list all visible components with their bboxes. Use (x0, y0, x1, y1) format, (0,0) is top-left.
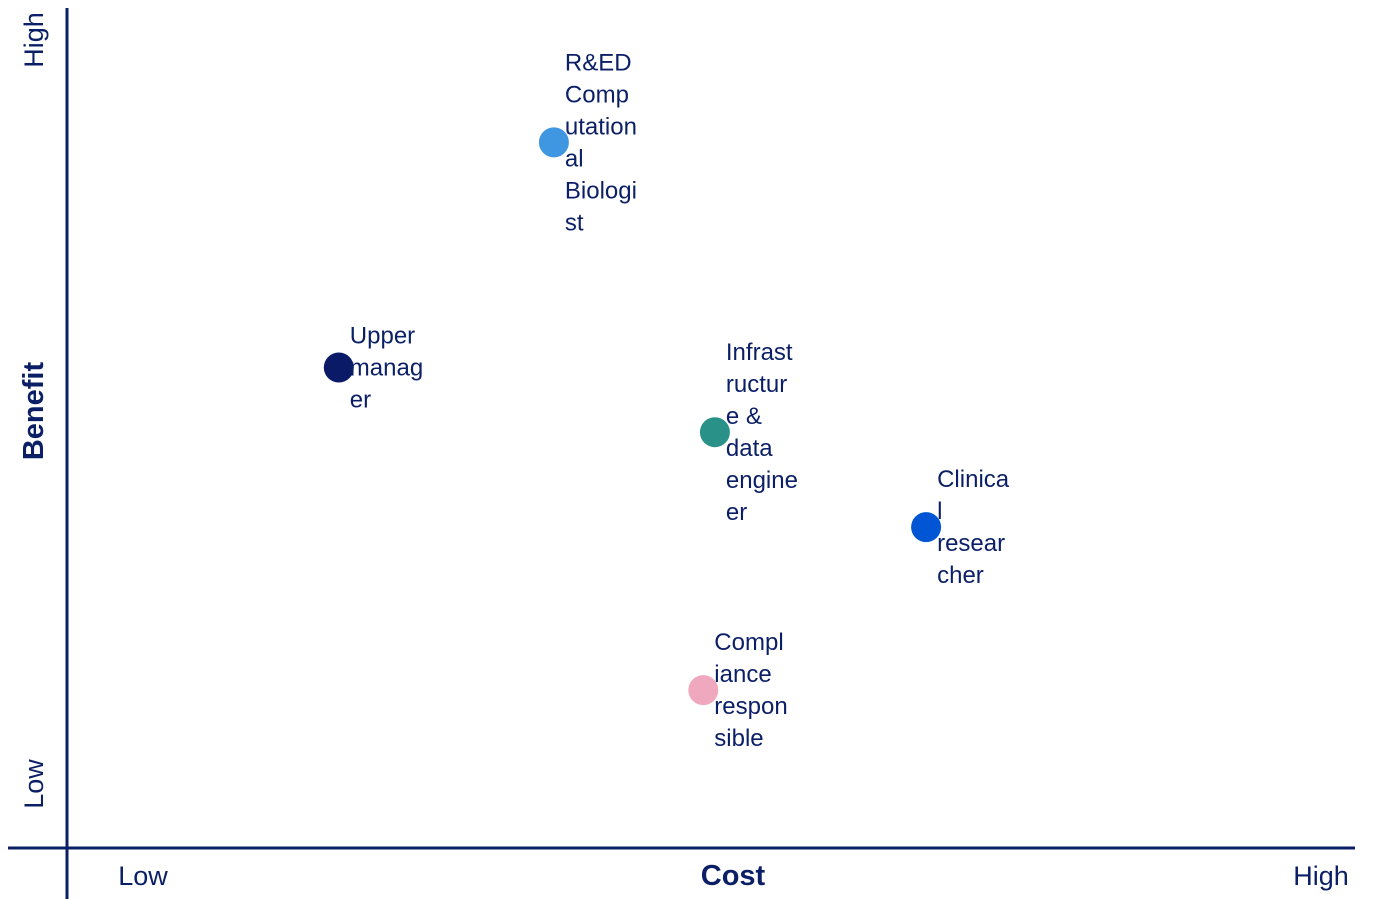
point-3 (911, 512, 942, 543)
x-axis-title: Cost (701, 860, 766, 892)
point-0 (538, 127, 569, 158)
point-1 (323, 352, 354, 383)
y-high-label: High (19, 12, 49, 68)
point-label-0: R&ED Comp utation al Biologi st (565, 49, 637, 236)
point-4 (688, 675, 719, 706)
point-label-2: Infrast ructur e & data engine er (726, 339, 798, 526)
point-label-3: Clinica l resear cher (937, 466, 1010, 589)
x-high-label: High (1293, 861, 1349, 891)
y-low-label: Low (19, 759, 49, 809)
point-2 (699, 417, 730, 448)
point-label-4: Compl iance respon sible (714, 629, 787, 752)
point-label-1: Upper manag er (350, 323, 423, 414)
x-low-label: Low (118, 861, 168, 891)
y-axis-title: Benefit (18, 362, 50, 461)
scatter-points: R&ED Comp utation al Biologi st Upper manag er In… (323, 49, 1010, 752)
